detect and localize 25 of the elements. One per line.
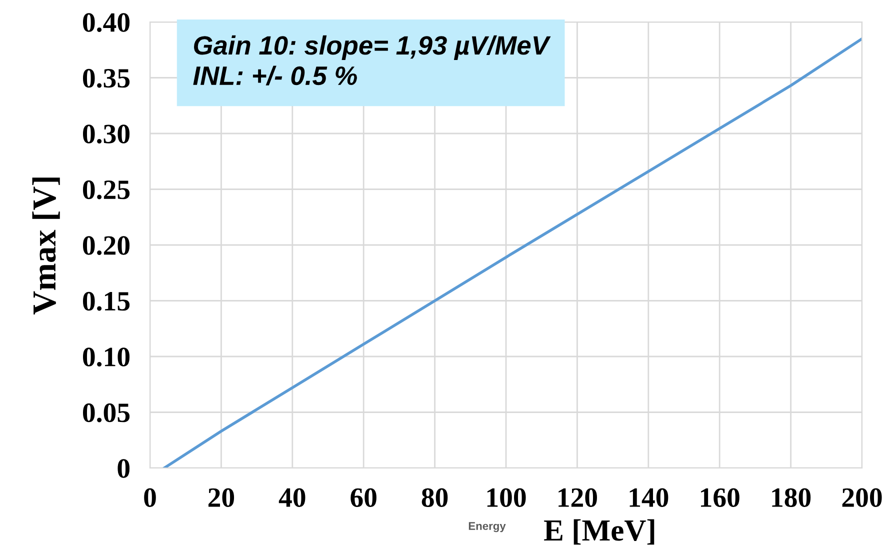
x-tick-label: 40 [278,488,306,507]
x-tick-label: 140 [630,488,668,507]
y-tick-label: 0.25 [83,180,130,200]
x-tick-label: 20 [208,488,234,507]
y-tick-label: 0.40 [83,13,130,32]
annotation: Gain 10: slope= 1,93 µV/MeV INL: +/- 0.5 % [193,35,551,86]
y-tick-label: 0.15 [83,292,130,311]
y-tick-label: 0.35 [83,68,130,88]
y-tick-label: 0.20 [83,236,130,256]
x-tick-label: 200 [842,488,882,507]
y-tick-label: 0.30 [83,124,130,144]
x-tick-label: 60 [350,488,376,507]
y-tick-label: 0.10 [83,348,130,367]
x-tick-label: 80 [422,488,448,507]
text: Energy [468,522,506,532]
y-tick-label: 0 [118,459,130,478]
x-tick-label: 180 [772,488,811,507]
y-tick-label: 0.05 [83,403,130,422]
x-tick-label: 160 [700,488,740,507]
y-axis-title: Vmax [V] [32,178,60,315]
x-tick-label: 100 [487,488,526,507]
x-tick-label: 0 [144,488,156,507]
line-series [162,37,862,468]
x-tick-label: 120 [558,488,597,507]
x-axis-title: E [MeV] [544,519,654,545]
